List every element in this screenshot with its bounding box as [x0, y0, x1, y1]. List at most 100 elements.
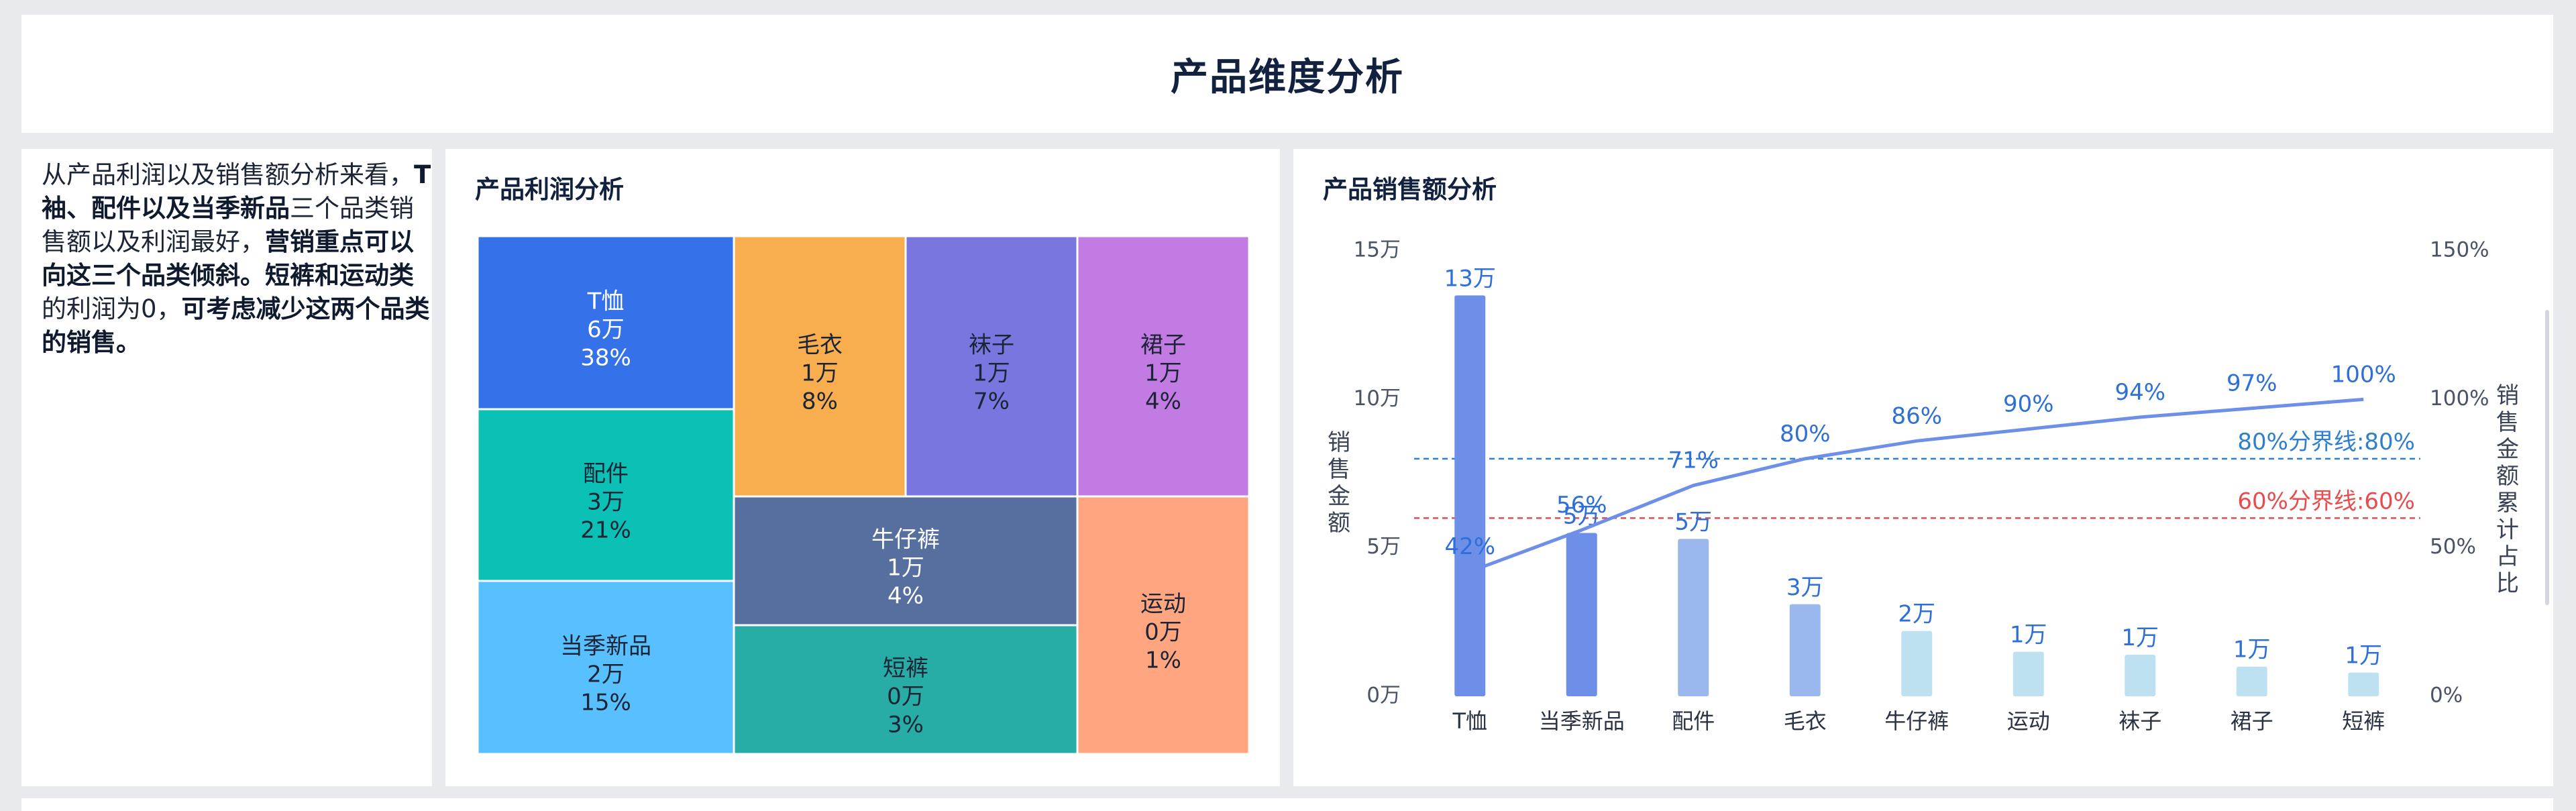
- y2-tick-label: 100%: [2430, 386, 2489, 411]
- sales-bar[interactable]: [2348, 672, 2379, 696]
- treemap-cell-rect: [733, 495, 1079, 627]
- cumulative-percent-label: 90%: [2003, 391, 2054, 418]
- treemap-cell-name: 运动: [1140, 591, 1186, 618]
- profit-treemap-panel: 产品利润分析 T恤 6万 38% 配件 3万 21% 当季新品 2万 15% 毛衣 1万 8% 袜子 1万…: [445, 149, 1280, 786]
- description-segment: 营销重点可以向这三个品类倾斜。: [42, 227, 414, 290]
- description-segment: 可考虑减少这两个品类的销售。: [42, 294, 430, 357]
- profit-treemap: T恤6万38%配件3万21%当季新品2万15%毛衣1万8%袜子1万7%裙子1万4…: [476, 235, 1250, 755]
- treemap-cell-name: 配件: [583, 461, 629, 488]
- treemap-cell-pct: 1%: [1145, 647, 1181, 674]
- page-title: 产品维度分析: [1171, 55, 1404, 99]
- cumulative-percent-label: 97%: [2226, 370, 2277, 397]
- cumulative-percent-label: 56%: [1556, 492, 1607, 519]
- cumulative-percent-line: [1469, 397, 2364, 574]
- treemap-cell-value: 0万: [1144, 619, 1182, 646]
- bottom-panel-edge: [21, 798, 2553, 811]
- y-tick-label: 15万: [1354, 238, 1401, 262]
- treemap-cell-value: 2万: [587, 661, 625, 688]
- bar-value-label: 13万: [1444, 265, 1496, 292]
- treemap-cell-name: 裙子: [1140, 332, 1186, 359]
- treemap-cell-pct: 3%: [888, 712, 924, 739]
- treemap-cell-pct: 8%: [802, 388, 838, 415]
- treemap-title: 产品利润分析: [475, 175, 624, 204]
- y-tick-label: 5万: [1366, 535, 1401, 559]
- description-panel: 从产品利润以及销售额分析来看，T袖、配件以及当季新品三个品类销售额以及利润最好，…: [21, 149, 432, 786]
- treemap-cell-name: 短裤: [883, 655, 928, 682]
- treemap-cell-rect: [733, 624, 1079, 755]
- cumulative-percent-label: 42%: [1444, 533, 1495, 560]
- sales-bar[interactable]: [1678, 539, 1709, 696]
- treemap-cell-pct: 38%: [580, 345, 631, 372]
- description-segment: 短裤和运动类: [265, 261, 414, 290]
- treemap-cell-rect: [1076, 235, 1250, 498]
- treemap-cell-pct: 21%: [580, 517, 631, 544]
- bar-value-label: 2万: [1898, 601, 1935, 628]
- x-category-label: 牛仔裤: [1884, 708, 1949, 734]
- treemap-cell-pct: 4%: [1145, 388, 1181, 415]
- bar-value-label: 1万: [2121, 625, 2159, 651]
- treemap-cell-pct: 4%: [888, 583, 924, 610]
- y-axis-title: 销售金额: [1328, 429, 1350, 537]
- sales-bar[interactable]: [1789, 604, 1821, 696]
- y2-tick-label: 150%: [2430, 238, 2489, 262]
- bar-value-label: 1万: [2010, 622, 2047, 649]
- treemap-cell-value: 0万: [887, 684, 924, 710]
- treemap-cell-pct: 15%: [580, 690, 631, 716]
- bar-value-label: 5万: [1674, 508, 1712, 535]
- sales-bar[interactable]: [2125, 655, 2156, 696]
- sales-pareto-chart: 0万 5万 10万 15万 0% 50% 100% 150% 80%分界线:80% 60%分界线:…: [1354, 238, 2489, 735]
- description-segment: 从产品利润以及销售额分析来看，: [42, 160, 414, 189]
- y2-tick-label: 50%: [2430, 535, 2476, 559]
- sales-bar[interactable]: [2236, 666, 2267, 696]
- sales-bar[interactable]: [1454, 295, 1486, 696]
- panel-scrollbar[interactable]: [2545, 310, 2549, 605]
- treemap-cell-name: 牛仔裤: [871, 527, 940, 553]
- description-text: 从产品利润以及销售额分析来看，T袖、配件以及当季新品三个品类销售额以及利润最好，…: [42, 158, 436, 360]
- reference-line-label: 60%分界线:60%: [2237, 488, 2415, 515]
- description-segment: 的利润为0，: [42, 294, 182, 323]
- treemap-cell-rect: [1076, 495, 1250, 755]
- sales-bar[interactable]: [1566, 533, 1597, 696]
- treemap-cell-value: 1万: [801, 360, 839, 387]
- cumulative-percent-label: 100%: [2331, 361, 2396, 388]
- x-category-label: 配件: [1672, 708, 1715, 734]
- treemap-cell-rect: [733, 235, 907, 498]
- sales-chart-panel: 产品销售额分析 销售金额 销售金额累计占比 0万 5万 10万 15万 0% 50% 100…: [1293, 149, 2553, 786]
- description-segment: 三个品类销售额以及利润最好，: [42, 194, 414, 256]
- treemap-cell-value: 1万: [887, 555, 924, 582]
- bar-value-label: 1万: [2233, 637, 2271, 663]
- treemap-cell-value: 3万: [587, 489, 625, 516]
- x-category-label: 毛衣: [1784, 708, 1827, 734]
- y-tick-label: 0万: [1366, 684, 1401, 708]
- treemap-cell-rect: [904, 235, 1079, 498]
- sales-chart-title: 产品销售额分析: [1323, 175, 1497, 204]
- y2-tick-label: 0%: [2430, 684, 2463, 708]
- sales-bar[interactable]: [2012, 651, 2044, 696]
- x-category-label: T恤: [1452, 708, 1487, 734]
- cumulative-percent-label: 86%: [1891, 402, 1942, 429]
- x-category-label: 运动: [2007, 708, 2050, 734]
- treemap-cell-value: 6万: [587, 317, 625, 343]
- y-tick-label: 10万: [1354, 386, 1401, 411]
- treemap-cell-rect: [476, 580, 735, 755]
- y2-axis-title: 销售金额累计占比: [2496, 382, 2519, 597]
- treemap-cell-value: 1万: [1144, 360, 1182, 387]
- cumulative-percent-label: 71%: [1668, 447, 1719, 474]
- treemap-cell-name: T恤: [587, 288, 625, 315]
- x-category-label: 袜子: [2118, 708, 2161, 734]
- bar-value-label: 3万: [1786, 574, 1824, 601]
- cumulative-percent-label: 80%: [1780, 421, 1831, 447]
- sales-bar[interactable]: [1901, 631, 1933, 696]
- x-category-label: 裙子: [2231, 708, 2273, 734]
- x-category-label: 当季新品: [1539, 708, 1625, 734]
- cumulative-percent-label: 94%: [2114, 379, 2165, 406]
